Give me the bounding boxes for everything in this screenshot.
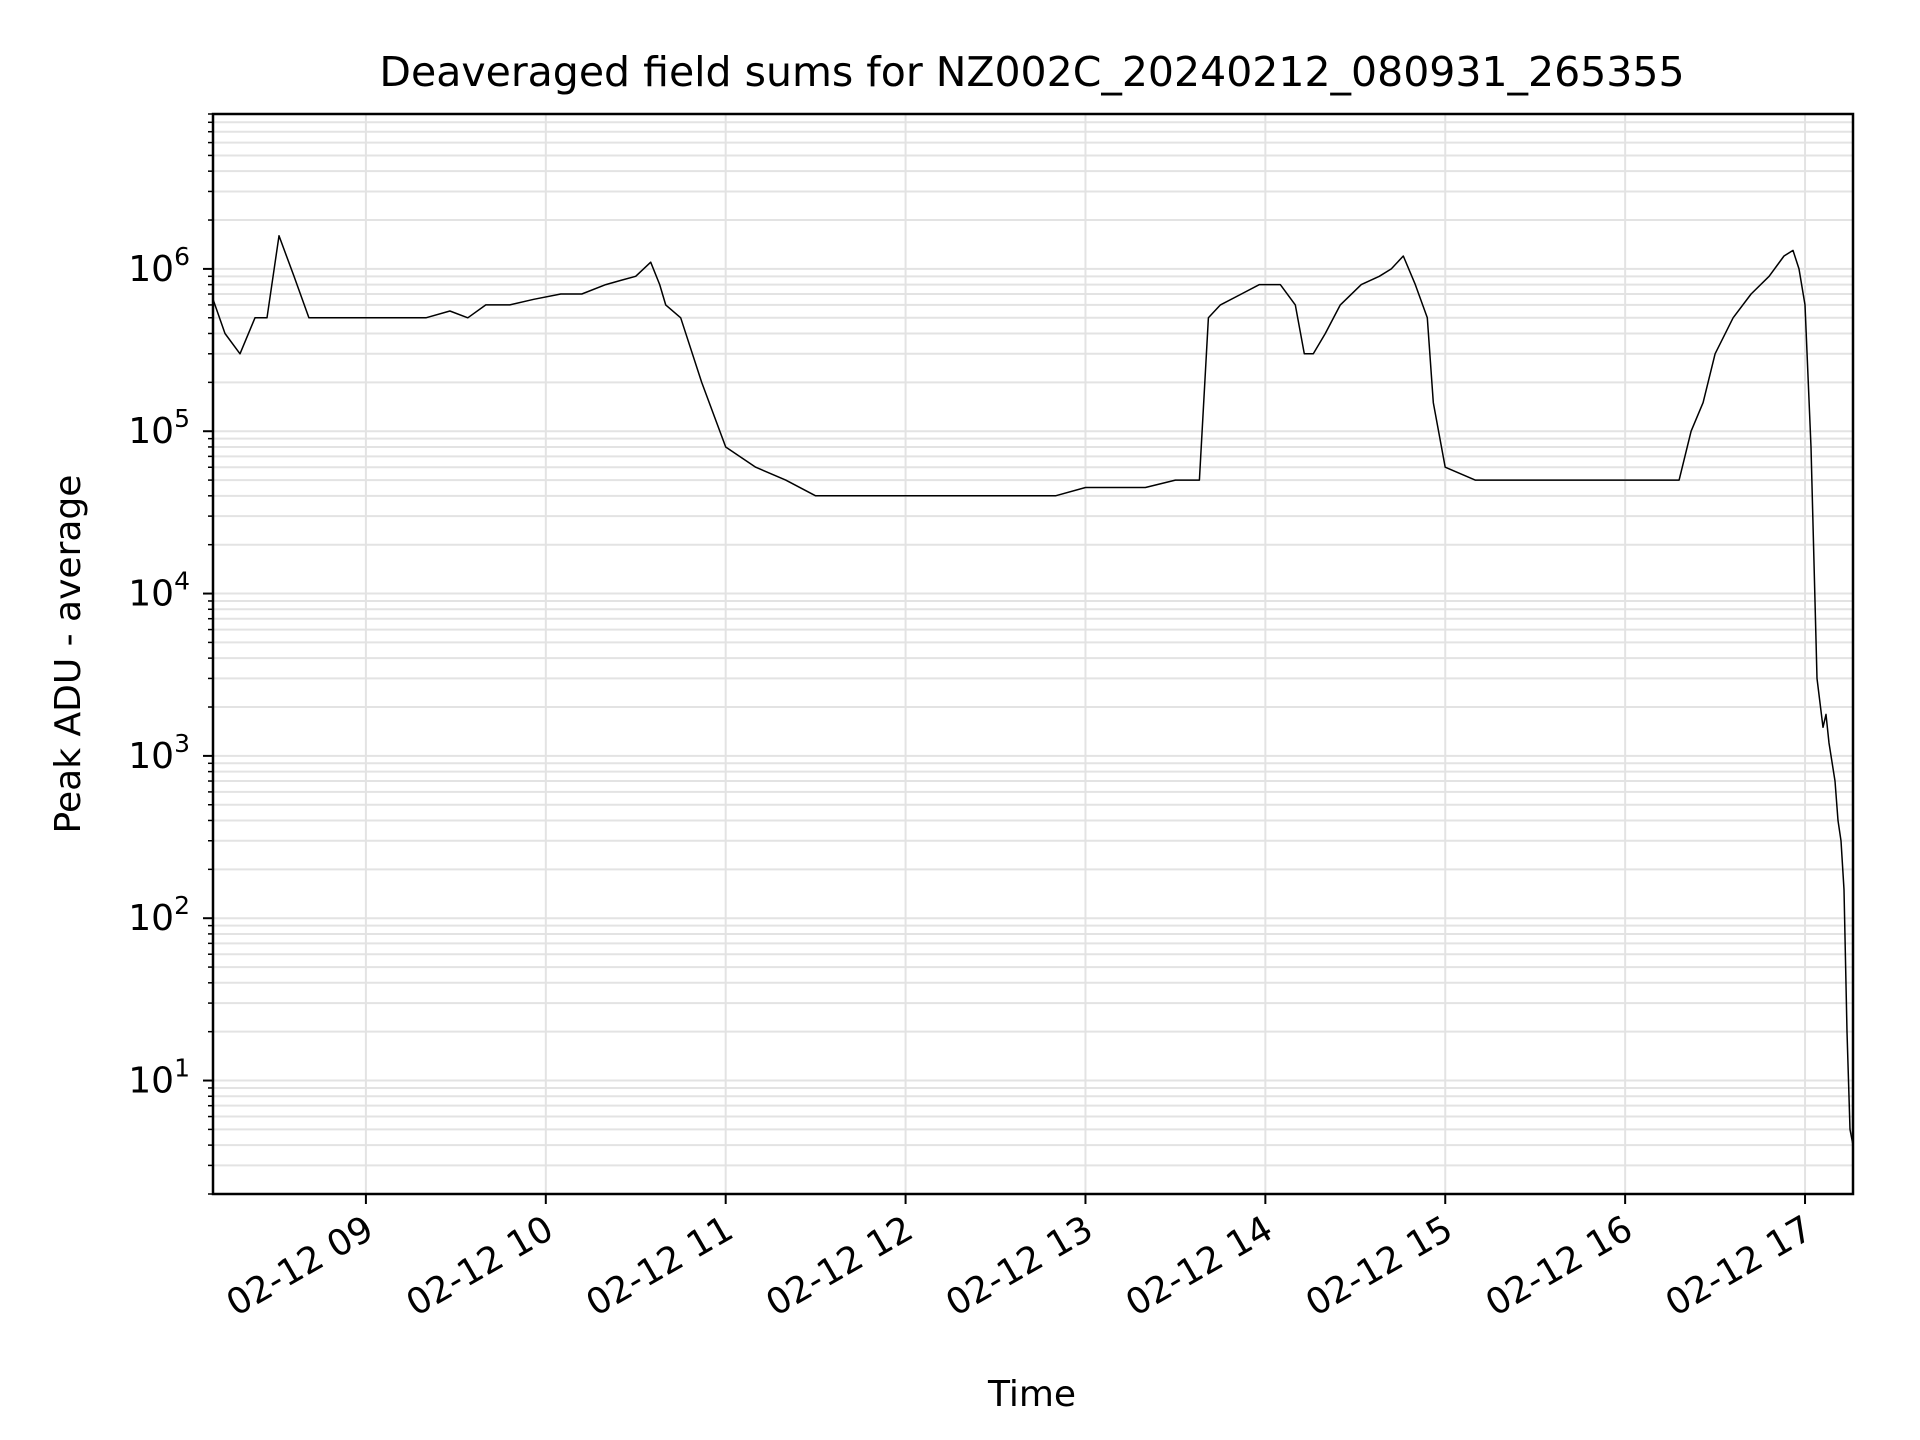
plot-frame bbox=[211, 112, 1855, 1196]
chart-title: Deaveraged field sums for NZ002C_2024021… bbox=[379, 48, 1684, 96]
series-line bbox=[212, 235, 1854, 1146]
x-tick-label: 02-12 10 bbox=[400, 1208, 561, 1324]
series-layer bbox=[212, 235, 1854, 1146]
y-axis-label: Peak ADU - average bbox=[48, 475, 89, 834]
x-tick-label: 02-12 12 bbox=[759, 1208, 920, 1324]
x-tick-label: 02-12 11 bbox=[580, 1208, 741, 1324]
y-tick-label: 106 bbox=[128, 242, 190, 290]
x-tick-label: 02-12 09 bbox=[220, 1208, 381, 1324]
x-tick-label: 02-12 15 bbox=[1299, 1208, 1460, 1324]
x-axis-label: Time bbox=[987, 1374, 1076, 1415]
y-tick-label: 105 bbox=[128, 404, 190, 452]
grid bbox=[213, 113, 1853, 1195]
y-tick-label: 104 bbox=[128, 567, 190, 615]
y-tick-label: 101 bbox=[128, 1054, 190, 1102]
y-tick-label: 102 bbox=[128, 891, 190, 939]
x-tick-label: 02-12 13 bbox=[939, 1208, 1100, 1324]
x-tick-label: 02-12 16 bbox=[1479, 1208, 1640, 1324]
y-tick-label: 103 bbox=[128, 729, 190, 777]
x-tick-label: 02-12 14 bbox=[1119, 1208, 1280, 1324]
x-tick-label: 02-12 17 bbox=[1659, 1208, 1820, 1324]
